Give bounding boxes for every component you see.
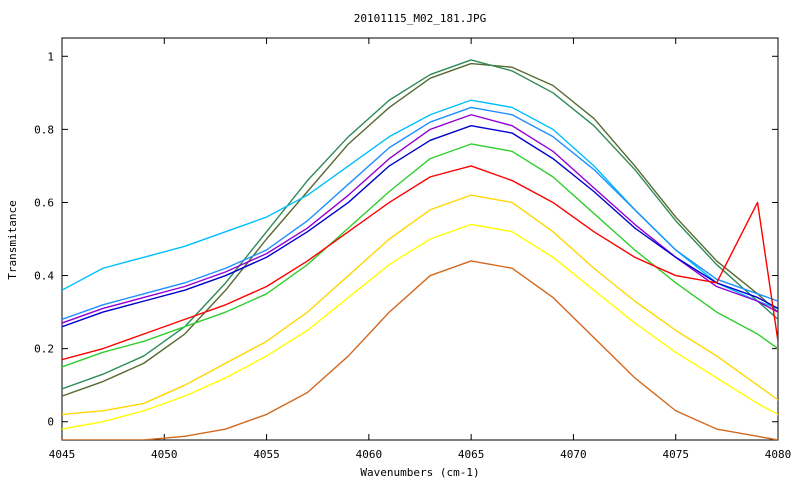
y-tick-label: 0.8: [34, 123, 54, 136]
x-axis-label: Wavenumbers (cm-1): [360, 466, 479, 479]
x-tick-label: 4080: [765, 448, 792, 461]
y-axis-label: Transmitance: [6, 200, 19, 279]
y-tick-label: 0.6: [34, 196, 54, 209]
x-tick-label: 4055: [253, 448, 280, 461]
series-line: [62, 194, 778, 416]
x-tick-label: 4050: [151, 448, 178, 461]
y-tick-label: 0: [47, 416, 54, 429]
series-line: [62, 62, 778, 397]
plot-frame: [61, 37, 779, 441]
series-line: [62, 59, 778, 390]
series-line: [62, 143, 778, 368]
y-tick-label: 0.2: [34, 343, 54, 356]
series-line: [62, 260, 778, 440]
x-tick-label: 4075: [662, 448, 689, 461]
x-tick-label: 4070: [560, 448, 587, 461]
y-tick-label: 0.4: [34, 270, 54, 283]
series-line: [62, 99, 778, 310]
series-line: [62, 165, 778, 361]
series-line: [62, 125, 778, 328]
x-tick-label: 4045: [49, 448, 76, 461]
chart-title: 20101115_M02_181.JPG: [354, 12, 486, 25]
plot-area: 4045 4050 4055 4060 4065 4070 4075 4080 0 0.2 0.4 0…: [34, 37, 792, 461]
x-tick-label: 4065: [458, 448, 485, 461]
y-tick-label: 1: [47, 50, 54, 63]
x-tick-label: 4060: [356, 448, 383, 461]
series-line: [62, 223, 778, 430]
series-line: [62, 106, 778, 321]
